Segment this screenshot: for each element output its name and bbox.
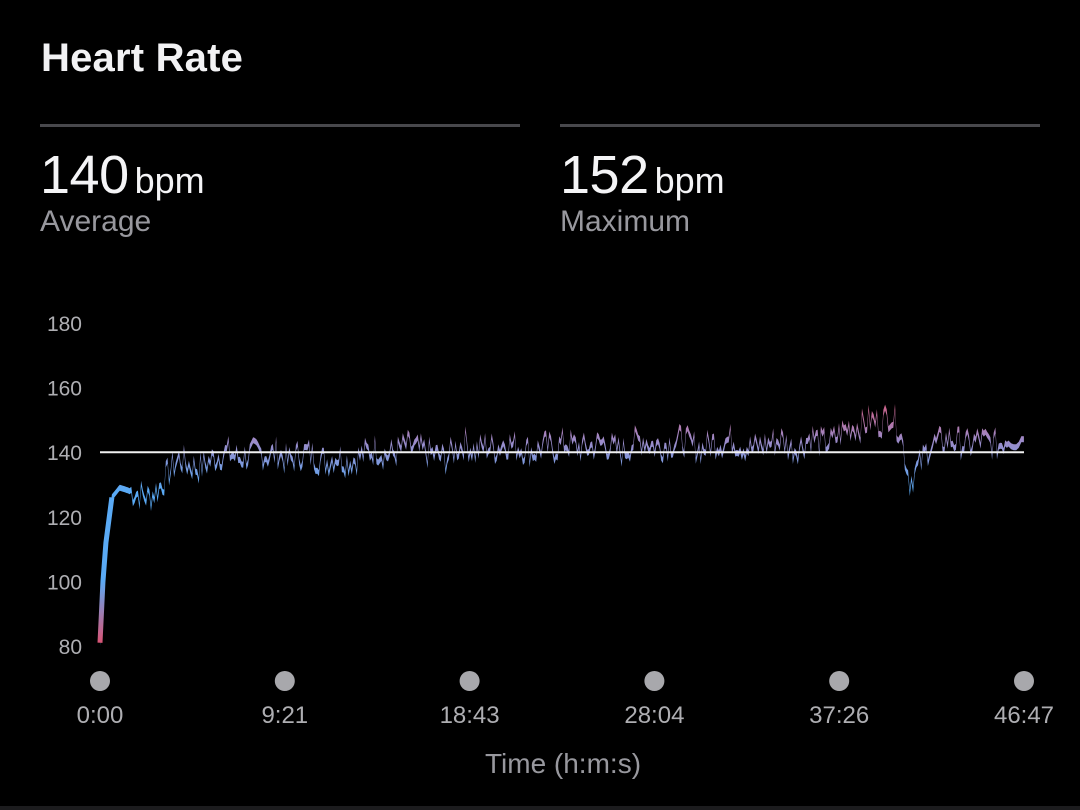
y-tick-label: 160 (47, 378, 82, 401)
y-tick-label: 120 (47, 507, 82, 530)
maximum-unit: bpm (654, 160, 725, 201)
heart-rate-series (97, 404, 1024, 646)
average-stat: 140 bpm Average (40, 124, 520, 239)
heart-rate-line (100, 404, 1024, 646)
x-tick-label: 37:26 (809, 702, 869, 729)
divider (40, 124, 520, 127)
maximum-label: Maximum (560, 205, 691, 238)
x-tick-dot (644, 671, 665, 691)
average-unit: bpm (134, 160, 205, 201)
x-axis-label: Time (h:m:s) (484, 748, 642, 779)
x-tick-label: 0:00 (77, 702, 124, 729)
y-axis: 180 160 140 120 100 80 (47, 313, 82, 659)
y-tick-label: 100 (47, 571, 82, 594)
x-tick-dot (90, 671, 110, 691)
x-tick-label: 28:04 (624, 702, 684, 729)
heart-rate-chart: 180 160 140 120 100 80 0:00 9:21 18:43 28:04 37:2… (47, 313, 1054, 729)
x-tick-dot (459, 671, 480, 691)
maximum-value: 152 (560, 145, 649, 205)
y-tick-label: 140 (47, 442, 82, 465)
x-tick-dot (1014, 671, 1034, 691)
x-tick-dot (829, 671, 850, 691)
x-tick-dot (274, 671, 295, 691)
x-tick-label: 9:21 (261, 702, 308, 729)
x-tick-label: 18:43 (440, 702, 500, 729)
average-label: Average (40, 205, 152, 238)
x-tick-label: 46:47 (994, 702, 1054, 729)
maximum-stat: 152 bpm Maximum (560, 124, 1040, 239)
bottom-bar (0, 806, 1080, 810)
average-value: 140 (40, 145, 129, 205)
x-axis: 0:00 9:21 18:43 28:04 37:26 46:47 (77, 671, 1054, 729)
divider (560, 124, 1040, 127)
heart-rate-start-segment (97, 497, 115, 643)
y-tick-label: 80 (59, 636, 82, 659)
y-tick-label: 180 (47, 313, 82, 336)
page-title: Heart Rate (41, 36, 244, 80)
